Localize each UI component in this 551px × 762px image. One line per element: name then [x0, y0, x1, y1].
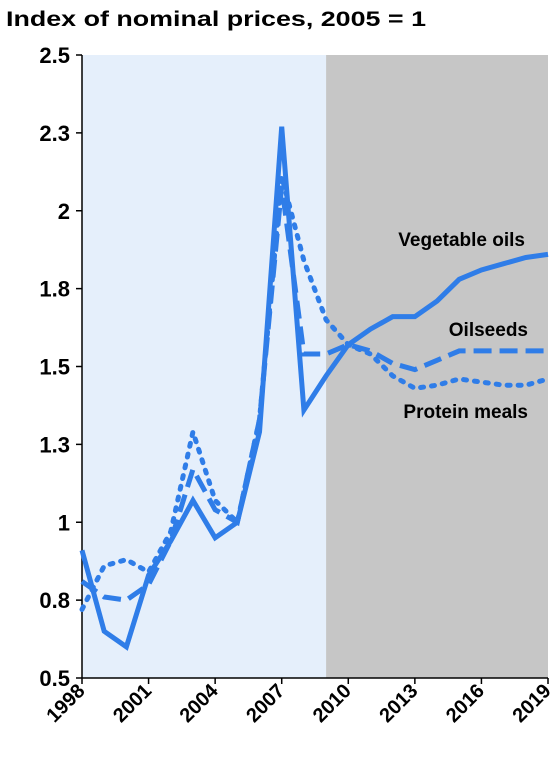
series-line: [80, 185, 548, 603]
x-tick-label: 2013: [375, 680, 422, 727]
series-label: Vegetable oils: [398, 230, 525, 251]
x-tick-label: 2019: [509, 680, 551, 727]
x-tick-label: 2010: [309, 680, 356, 727]
x-tick-label: 2004: [176, 679, 224, 727]
series-label: Oilseeds: [449, 320, 528, 341]
y-tick-label: 2.3: [39, 121, 70, 146]
y-tick-label: 1.8: [39, 277, 70, 302]
y-tick-label: 2.5: [39, 43, 70, 68]
y-tick-label: 2: [58, 199, 70, 224]
x-tick-label: 2016: [442, 680, 489, 727]
y-tick-label: 1.3: [39, 432, 70, 457]
series-line: [79, 175, 551, 612]
chart-title: Index of nominal prices, 2005 = 1: [6, 8, 426, 31]
y-tick-label: 0.5: [39, 666, 70, 691]
x-tick-label: 2001: [109, 680, 156, 727]
y-tick-label: 0.8: [39, 588, 70, 613]
shaded-region: [82, 55, 327, 678]
shaded-region: [326, 55, 548, 678]
series-label: Protein meals: [403, 402, 528, 423]
y-tick-label: 1: [58, 510, 70, 535]
y-tick-label: 1.5: [39, 355, 70, 380]
x-tick-label: 2007: [242, 680, 289, 727]
